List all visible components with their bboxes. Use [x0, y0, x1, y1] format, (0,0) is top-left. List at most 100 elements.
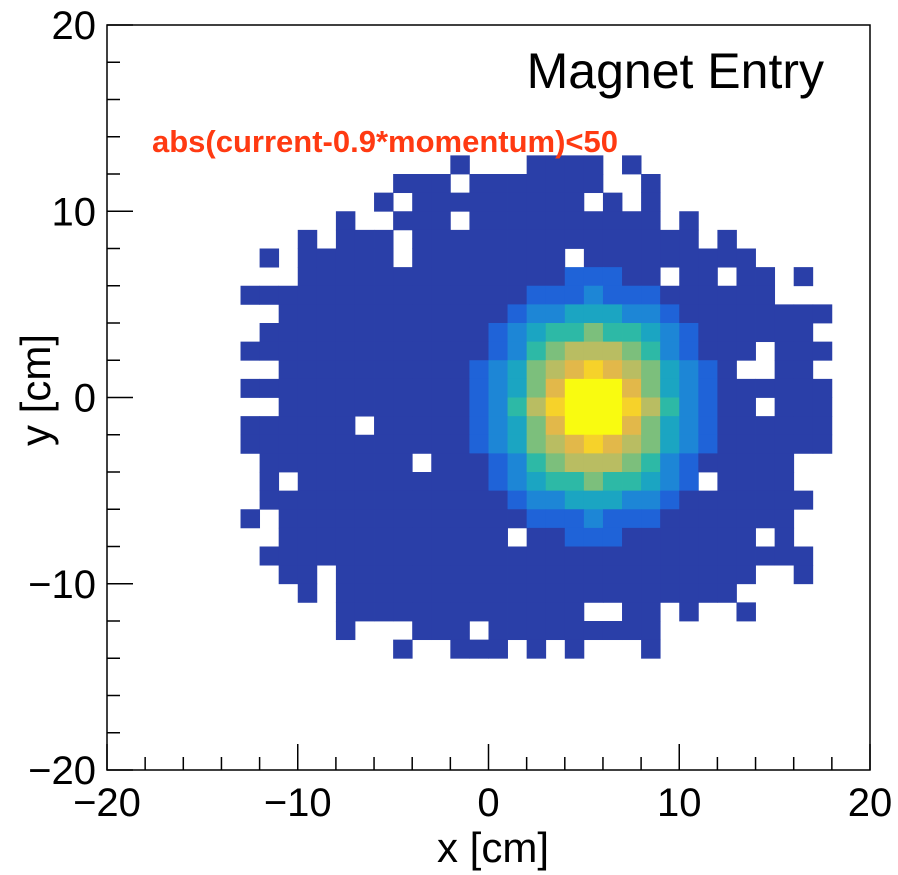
- heatmap-cell: [393, 267, 413, 287]
- heatmap-cell: [431, 174, 451, 194]
- heatmap-cell: [469, 304, 489, 324]
- heatmap-cell: [431, 360, 451, 380]
- heatmap-cell: [507, 602, 528, 622]
- heatmap-cell: [583, 378, 604, 398]
- heatmap-cell: [679, 453, 699, 473]
- heatmap-cell: [431, 546, 451, 566]
- heatmap-cell: [660, 490, 680, 510]
- heatmap-cell: [431, 304, 451, 324]
- heatmap-cell: [622, 267, 642, 287]
- heatmap-cell: [450, 304, 470, 324]
- heatmap-cell: [488, 546, 508, 566]
- heatmap-cell: [545, 248, 566, 268]
- heatmap-cell: [393, 304, 413, 324]
- heatmap-cell: [755, 509, 776, 529]
- heatmap-cell: [526, 192, 547, 212]
- heatmap-cell: [793, 360, 814, 380]
- heatmap-cell: [793, 378, 814, 398]
- heatmap-cell: [793, 416, 814, 436]
- heatmap-cell: [641, 453, 661, 473]
- heatmap-cell: [316, 509, 337, 529]
- heatmap-cell: [278, 341, 299, 361]
- heatmap-cell: [488, 229, 508, 249]
- heatmap-cell: [316, 453, 337, 473]
- heatmap-cell: [316, 304, 337, 324]
- heatmap-cell: [717, 453, 737, 473]
- heatmap-cell: [450, 397, 470, 417]
- heatmap-cell: [698, 323, 718, 343]
- heatmap-cell: [583, 397, 604, 417]
- heatmap-cell: [488, 434, 508, 454]
- heatmap-cell: [297, 304, 318, 324]
- heatmap-cell: [354, 434, 375, 454]
- heatmap-cell: [660, 546, 680, 566]
- heatmap-cell: [641, 229, 661, 249]
- heatmap-cell: [736, 434, 756, 454]
- heatmap-cell: [412, 472, 432, 492]
- heatmap-cell: [622, 509, 642, 529]
- heatmap-cell: [354, 546, 375, 566]
- heatmap-cell: [412, 583, 432, 603]
- heatmap-cell: [583, 527, 604, 547]
- heatmap-cell: [507, 583, 528, 603]
- heatmap-cell: [793, 565, 814, 585]
- heatmap-cell: [641, 565, 661, 585]
- heatmap-cell: [297, 397, 318, 417]
- heatmap-cell: [545, 155, 566, 175]
- heatmap-cell: [641, 527, 661, 547]
- heatmap-cell: [431, 229, 451, 249]
- heatmap-cell: [374, 192, 394, 212]
- heatmap-cell: [297, 546, 318, 566]
- heatmap-cell: [450, 490, 470, 510]
- heatmap-cell: [354, 490, 375, 510]
- heatmap-cell: [736, 527, 756, 547]
- heatmap-cell: [431, 527, 451, 547]
- heatmap-cell: [755, 416, 776, 436]
- heatmap-cell: [450, 434, 470, 454]
- heatmap-cell: [259, 248, 280, 268]
- heatmap-cell: [698, 527, 718, 547]
- heatmap-cell: [564, 229, 585, 249]
- heatmap-cell: [698, 565, 718, 585]
- heatmap-cell: [564, 434, 585, 454]
- axis-ticks: [106, 24, 871, 771]
- heatmap-cell: [717, 416, 737, 436]
- heatmap-cell: [374, 434, 394, 454]
- heatmap-cell: [717, 229, 737, 249]
- heatmap-cell: [698, 248, 718, 268]
- heatmap-cell: [526, 397, 547, 417]
- heatmap-cell: [660, 509, 680, 529]
- heatmap-cell: [507, 546, 528, 566]
- heatmap-cell: [507, 248, 528, 268]
- heatmap-cell: [297, 583, 318, 603]
- heatmap-cell: [564, 639, 585, 659]
- heatmap-cell: [335, 490, 356, 510]
- heatmap-cell: [583, 341, 604, 361]
- heatmap-cell: [736, 397, 756, 417]
- heatmap-cell: [717, 472, 737, 492]
- heatmap-cell: [297, 248, 318, 268]
- heatmap-cell: [526, 360, 547, 380]
- heatmap-cell: [660, 583, 680, 603]
- heatmap-cell: [774, 453, 795, 473]
- heatmap-cell: [335, 416, 356, 436]
- heatmap-cell: [812, 434, 833, 454]
- heatmap-cell: [450, 323, 470, 343]
- heatmap-cell: [602, 453, 623, 473]
- heatmap-cell: [602, 621, 623, 641]
- heatmap-cell: [431, 397, 451, 417]
- heatmap-cell: [660, 397, 680, 417]
- heatmap-cell: [393, 211, 413, 231]
- heatmap-cell: [450, 341, 470, 361]
- heatmap-cell: [679, 490, 699, 510]
- heatmap-cell: [545, 527, 566, 547]
- heatmap-cell: [774, 416, 795, 436]
- heatmap-cell: [583, 621, 604, 641]
- heatmap-cell: [622, 211, 642, 231]
- heatmap-cell: [374, 565, 394, 585]
- heatmap-cell: [374, 602, 394, 622]
- heatmap-cell: [545, 360, 566, 380]
- heatmap-cell: [507, 621, 528, 641]
- heatmap-cell: [602, 304, 623, 324]
- heatmap-cell: [660, 229, 680, 249]
